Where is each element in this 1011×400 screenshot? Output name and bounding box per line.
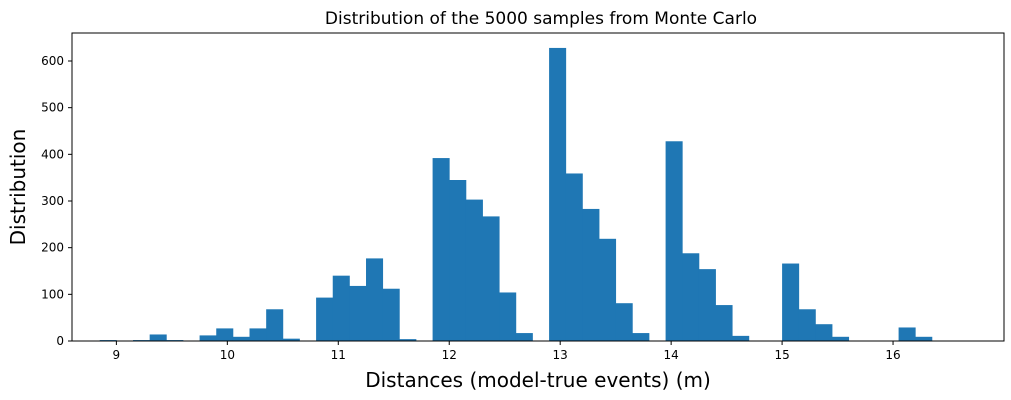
x-tick-label: 13	[553, 348, 568, 362]
histogram-bar	[382, 288, 400, 341]
histogram-bar	[199, 335, 217, 341]
y-axis-ticks: 0 100 200 300 400 500 600	[41, 54, 72, 348]
histogram-bar	[366, 258, 384, 341]
y-tick-label: 0	[56, 334, 64, 348]
x-tick-label: 14	[664, 348, 679, 362]
histogram-bar	[565, 173, 583, 341]
chart-title: Distribution of the 5000 samples from Mo…	[325, 9, 757, 29]
histogram-bar	[715, 305, 733, 341]
bars-group	[99, 47, 933, 342]
x-axis-label: Distances (model-true events) (m)	[365, 368, 711, 392]
histogram-bar	[349, 285, 367, 341]
y-axis-label: Distribution	[6, 129, 30, 246]
x-tick-label: 16	[885, 348, 900, 362]
histogram-bar	[665, 141, 683, 341]
histogram-bar	[499, 292, 517, 341]
histogram-bar	[216, 328, 234, 341]
histogram-bar	[149, 334, 167, 341]
histogram-bar	[282, 338, 300, 341]
histogram-bar	[732, 335, 750, 341]
y-tick-label: 600	[41, 54, 64, 68]
y-tick-label: 200	[41, 241, 64, 255]
histogram-bar	[482, 216, 500, 341]
histogram-bar	[615, 303, 633, 341]
histogram-bar	[698, 269, 716, 341]
histogram-bar	[449, 180, 467, 341]
x-tick-label: 9	[113, 348, 121, 362]
histogram-bar	[332, 275, 350, 341]
histogram-bar	[915, 336, 933, 341]
histogram-bar	[249, 328, 267, 341]
histogram-bar	[815, 324, 833, 341]
x-tick-label: 12	[442, 348, 457, 362]
histogram-bar	[316, 297, 334, 341]
histogram-bar	[515, 333, 533, 341]
plot-frame	[71, 32, 1005, 342]
histogram-bar	[465, 199, 483, 341]
x-axis-ticks: 9 10 11 12 13 14 15 16	[113, 341, 901, 362]
histogram-bar	[898, 327, 916, 341]
x-tick-label: 11	[331, 348, 346, 362]
histogram-bar	[632, 333, 650, 341]
x-tick-label: 15	[774, 348, 789, 362]
histogram-bar	[582, 208, 600, 341]
y-tick-label: 300	[41, 194, 64, 208]
histogram-bar	[798, 309, 816, 341]
x-tick-label: 10	[220, 348, 235, 362]
histogram-bar	[432, 158, 450, 341]
histogram-bar	[682, 253, 700, 341]
histogram-bar	[399, 339, 417, 341]
histogram-bar	[232, 336, 250, 341]
y-tick-label: 400	[41, 147, 64, 161]
histogram-bar	[266, 309, 284, 341]
histogram-bar	[832, 336, 850, 341]
histogram-bar	[549, 47, 567, 342]
histogram-bar	[782, 263, 800, 341]
y-tick-label: 100	[41, 287, 64, 301]
y-tick-label: 500	[41, 101, 64, 115]
histogram-bar	[599, 238, 617, 341]
